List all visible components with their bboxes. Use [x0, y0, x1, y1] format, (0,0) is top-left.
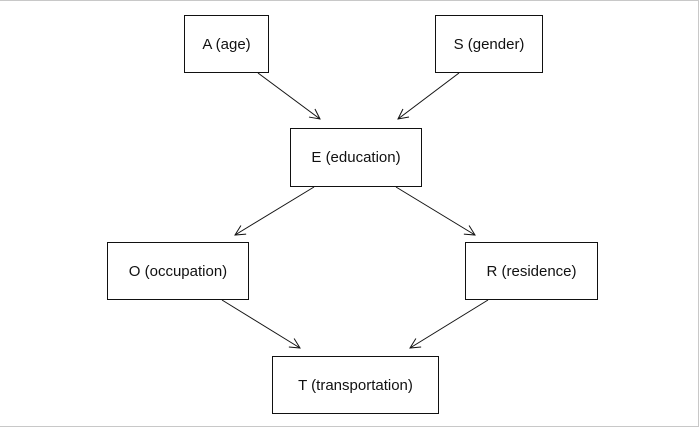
edge-e-to-r	[395, 186, 475, 235]
edge-a-to-e	[257, 72, 320, 119]
node-gender-label: S (gender)	[453, 35, 525, 53]
node-age-label: A (age)	[202, 35, 251, 53]
edge-r-to-t	[410, 299, 489, 348]
node-occupation-label: O (occupation)	[128, 262, 228, 280]
node-transportation: T (transportation)	[272, 356, 439, 414]
node-transportation-label: T (transportation)	[298, 376, 413, 394]
edge-e-to-o	[235, 186, 315, 235]
edge-s-to-e	[398, 72, 460, 119]
node-residence: R (residence)	[465, 242, 598, 300]
node-age: A (age)	[184, 15, 269, 73]
node-residence-label: R (residence)	[486, 262, 577, 280]
node-education-label: E (education)	[311, 149, 401, 166]
edge-o-to-t	[221, 299, 300, 348]
node-gender: S (gender)	[435, 15, 543, 73]
node-occupation: O (occupation)	[107, 242, 249, 300]
node-education: E (education)	[290, 128, 422, 187]
